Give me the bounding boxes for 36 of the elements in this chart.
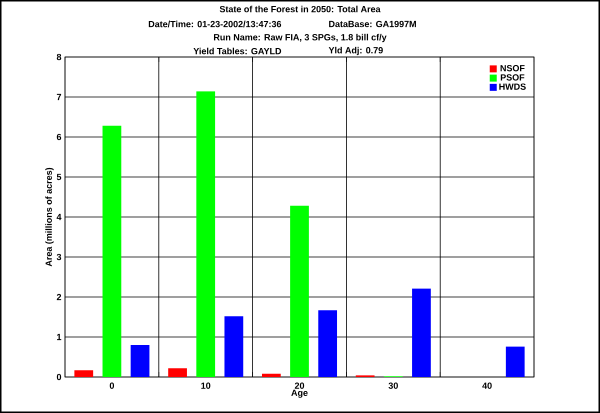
- bar: [318, 310, 338, 377]
- bar: [412, 288, 431, 377]
- y-tick-label: 1: [57, 334, 62, 340]
- x-tick-label: 0: [110, 382, 114, 389]
- x-tick-label: 30: [388, 382, 398, 389]
- bar: [102, 126, 122, 377]
- text: Yield Tables: GAYLD: [193, 48, 282, 54]
- bar: [168, 368, 187, 377]
- chart-title: State of the Forest in 2050: Total Area: [220, 6, 381, 12]
- y-tick-label: 0: [56, 374, 62, 380]
- y-tick-label: 4: [56, 214, 62, 220]
- bar: [74, 370, 94, 377]
- y-tick-label: 6: [56, 134, 62, 140]
- bar: [506, 346, 525, 377]
- bar: [224, 316, 244, 377]
- x-tick-label: 10: [201, 382, 210, 389]
- legend-label: NSOF: [500, 64, 525, 72]
- text: Run Name: Raw FIA, 3 SPGs, 1.8 bill cf/y: [214, 34, 387, 42]
- text: Yld Adj: 0.79: [328, 46, 383, 56]
- x-tick-label: 40: [482, 382, 492, 389]
- y-tick-label: 7: [56, 94, 62, 100]
- text: Date/Time: 01-23-2002/13:47:36: [148, 20, 282, 28]
- x-axis-title: Age: [291, 390, 308, 398]
- x-tick-label: 20: [294, 382, 304, 389]
- bar: [130, 345, 150, 377]
- y-tick-label: 2: [56, 294, 62, 300]
- legend-label: PSOF: [500, 74, 524, 81]
- y-tick-label: 3: [56, 254, 62, 260]
- text: DataBase: GA1997M: [329, 20, 416, 28]
- bar: [290, 206, 309, 377]
- y-axis-title: Area (millions of acres): [45, 168, 54, 266]
- y-tick-label: 5: [56, 174, 62, 180]
- y-tick-label: 8: [56, 54, 62, 60]
- bar: [262, 374, 281, 377]
- legend-label: HWDS: [499, 83, 526, 90]
- bar: [196, 91, 216, 377]
